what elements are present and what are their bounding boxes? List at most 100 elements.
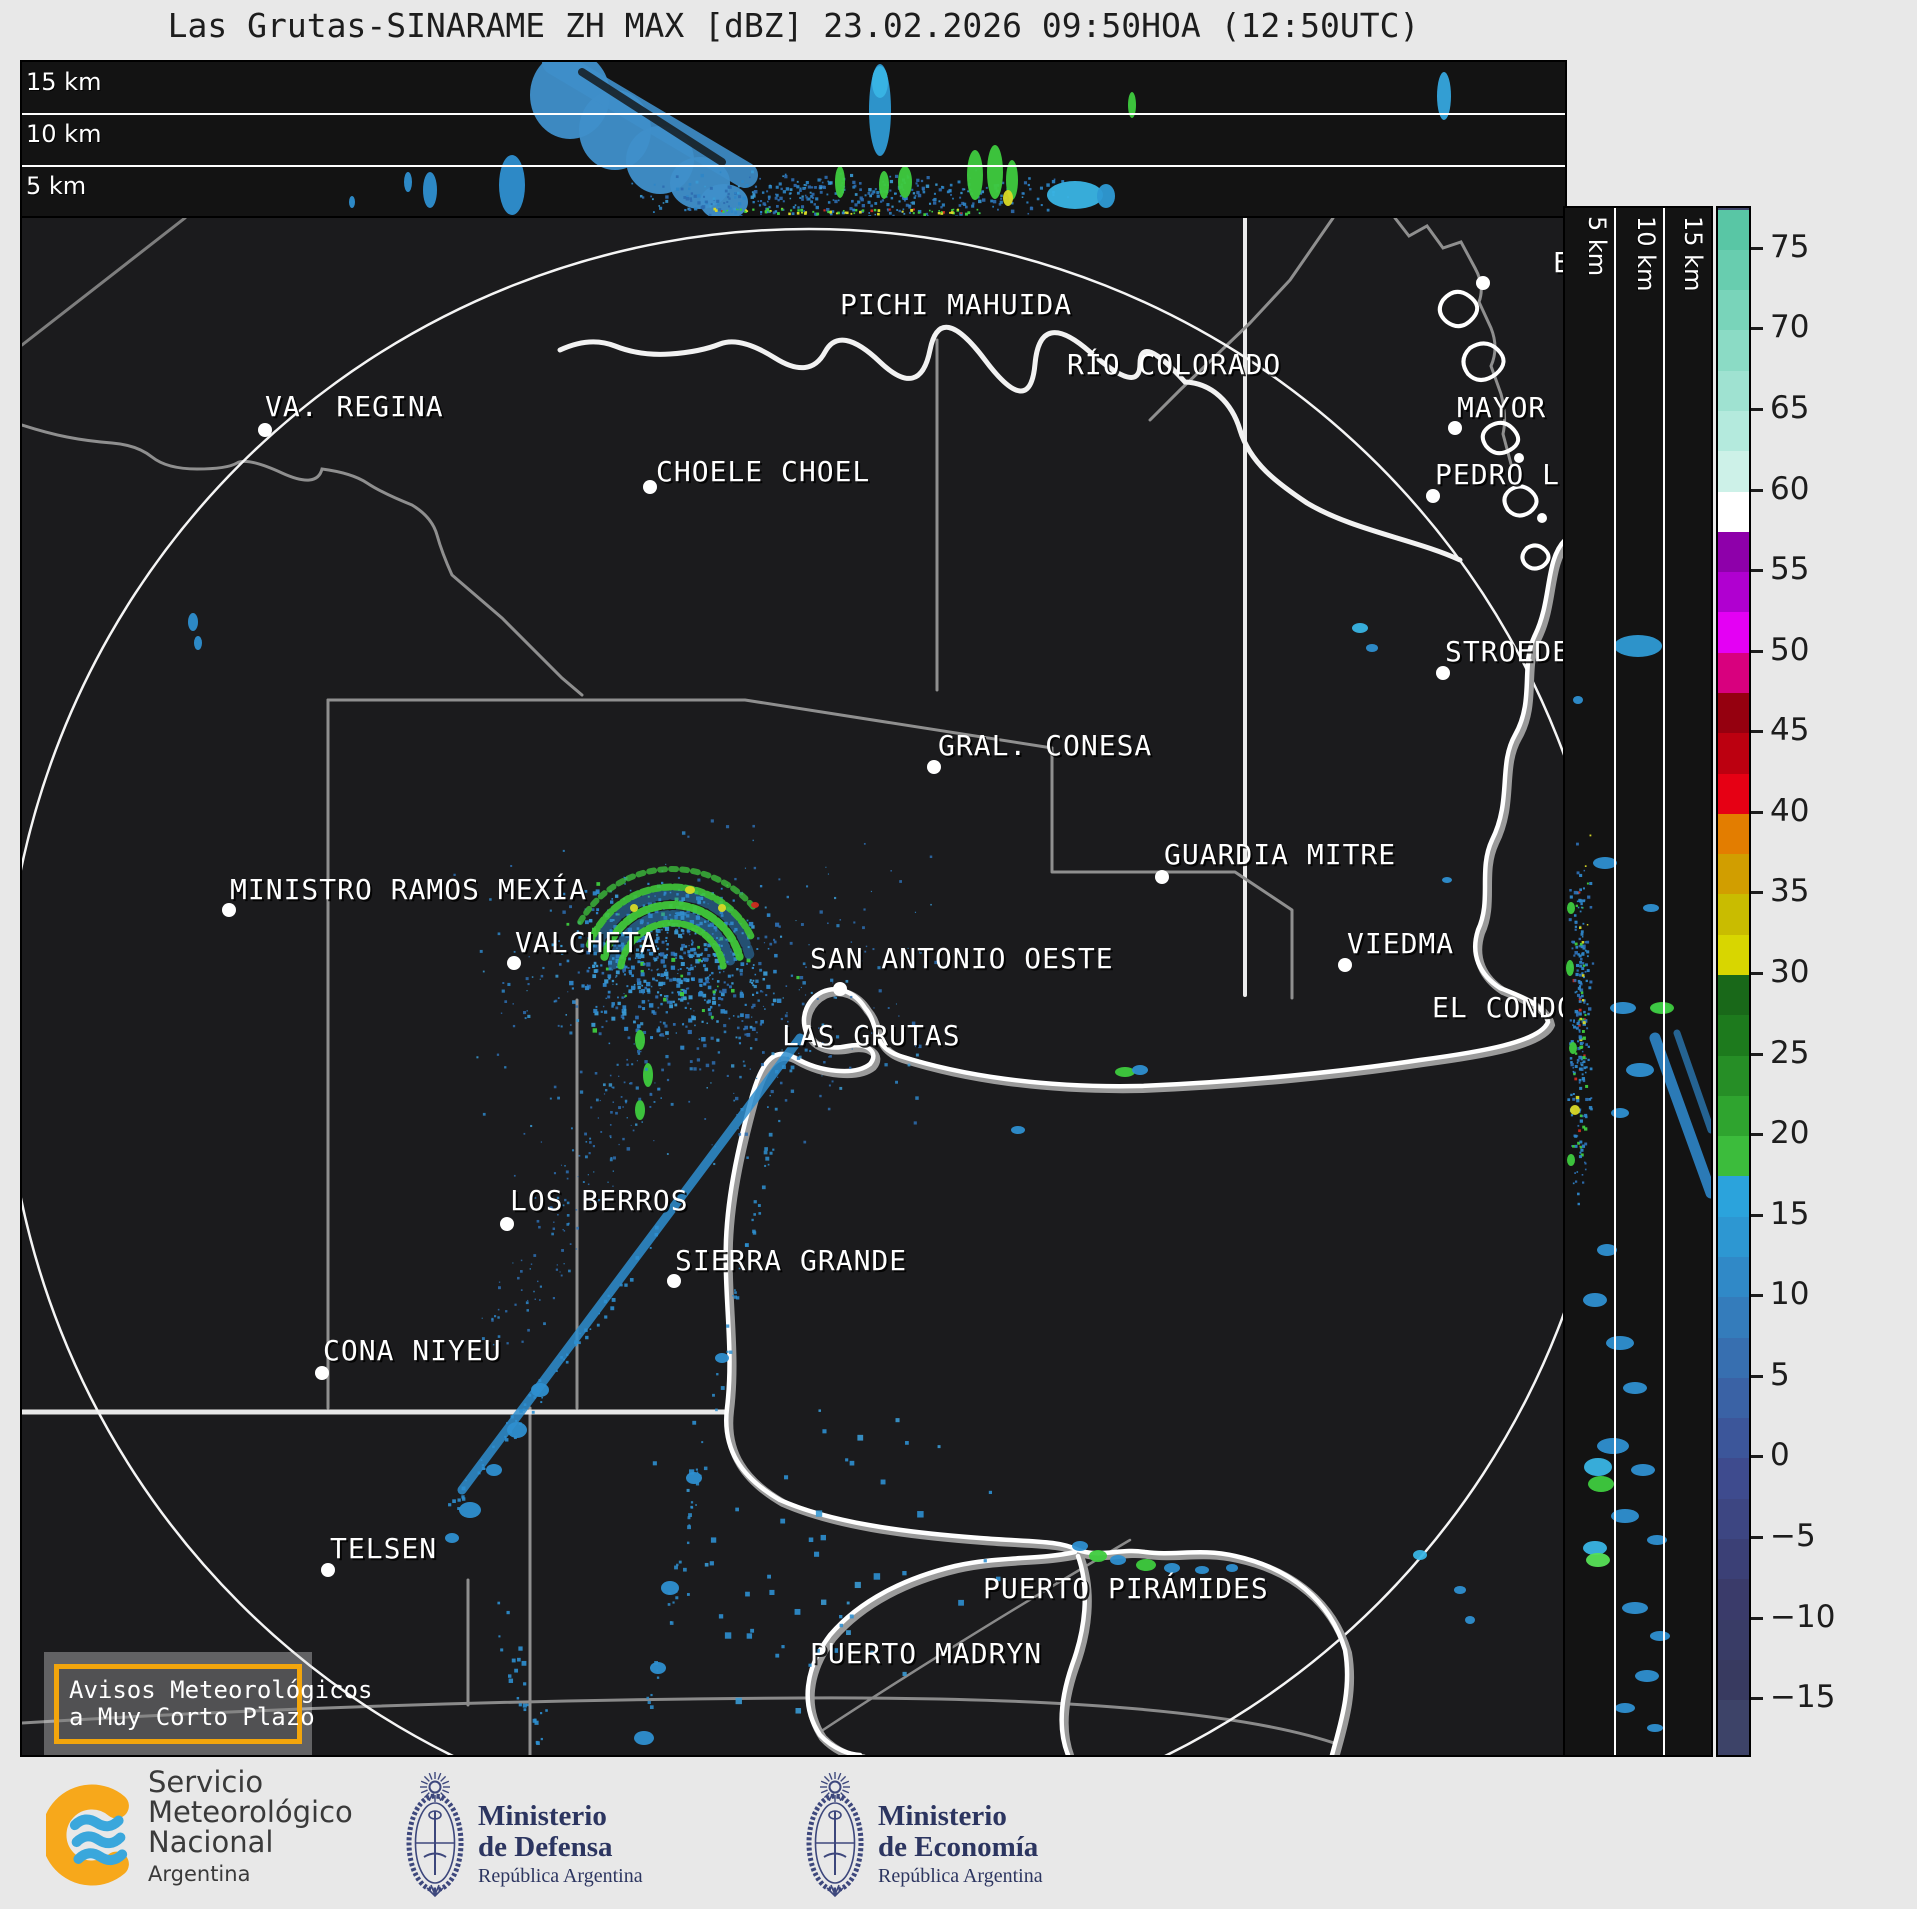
city-dot: [643, 480, 657, 494]
colorbar-tick-label: −5: [1770, 1518, 1816, 1555]
economia-line-1: Ministerio: [878, 1800, 1007, 1832]
city-dot: [1436, 666, 1450, 680]
colorbar-segment: [1718, 1216, 1749, 1259]
top-cross-section-echoes: [349, 62, 1451, 216]
colorbar-segment: [1718, 693, 1749, 735]
colorbar-segment: [1718, 1176, 1749, 1218]
colorbar-segment: [1718, 572, 1749, 614]
radar-echoes: [188, 613, 1475, 1746]
defensa-line-1: Ministerio: [478, 1800, 607, 1832]
colorbar-tick-label: 70: [1770, 309, 1810, 346]
advisory-box[interactable]: Avisos Meteorológicos a Muy Corto Plazo: [44, 1652, 372, 1755]
colorbar-tick-mark: [1751, 891, 1763, 895]
colorbar-segment: [1718, 652, 1749, 695]
colorbar-segment: [1718, 1659, 1749, 1702]
city-label: SAN ANTONIO OESTE: [810, 942, 1114, 975]
colorbar-tick-label: 35: [1770, 873, 1810, 910]
colorbar-tick-label: 0: [1770, 1437, 1790, 1474]
city-label: PUERTO MADRYN: [810, 1637, 1043, 1670]
altitude-label-15km: 15 km: [26, 68, 102, 96]
colorbar-segment: [1718, 1095, 1749, 1138]
colorbar-tick-label: 10: [1770, 1276, 1810, 1313]
colorbar-tick-label: 50: [1770, 631, 1810, 668]
altitude-label-5km: 5 km: [1583, 216, 1611, 277]
city-dot: [258, 423, 272, 437]
city-label: VIEDMA: [1347, 927, 1455, 960]
altitude-label-10km: 10 km: [26, 120, 102, 148]
colorbar-segment: [1718, 612, 1749, 654]
colorbar-tick-mark: [1751, 1213, 1763, 1217]
colorbar-tick-mark: [1751, 1616, 1763, 1620]
city-dot: [500, 1217, 514, 1231]
city-label: LAS GRUTAS: [782, 1019, 961, 1052]
colorbar-segment: [1718, 975, 1749, 1017]
colorbar-tick-mark: [1751, 1455, 1763, 1459]
coastline: [723, 276, 1565, 1755]
city-dot: [1426, 489, 1440, 503]
colorbar-tick-mark: [1751, 1374, 1763, 1378]
city-dot: [321, 1563, 335, 1577]
smn-sub: Argentina: [148, 1862, 251, 1886]
smn-waves-icon: [69, 1814, 128, 1866]
defensa-text: Ministerio de Defensa República Argentin…: [478, 1801, 643, 1889]
colorbar-tick-mark: [1751, 1133, 1763, 1137]
map-canvas: [22, 218, 1565, 1755]
colorbar-tick-label: 65: [1770, 390, 1810, 427]
colorbar-segment: [1718, 1257, 1749, 1299]
city-label: SIERRA GRANDE: [675, 1244, 908, 1277]
city-label: STROEDE: [1445, 635, 1567, 668]
colorbar-tick-mark: [1751, 408, 1763, 412]
radar-map: PICHI MAHUIDA RÍO COLORADO VA. REGINA CHOEL…: [20, 216, 1567, 1757]
city-label: MINISTRO RAMOS MEXÍA: [230, 873, 588, 906]
colorbar-segment: [1718, 1337, 1749, 1379]
colorbar-segment: [1718, 1377, 1749, 1420]
colorbar-segment: [1718, 1498, 1749, 1541]
city-dot: [507, 956, 521, 970]
city-dot: [927, 760, 941, 774]
colorbar-tick-label: 40: [1770, 792, 1810, 829]
right-cross-section-echoes: [1566, 635, 1711, 1732]
colorbar-tick-label: 30: [1770, 954, 1810, 991]
colorbar-segment: [1718, 209, 1749, 251]
colorbar-segment: [1718, 1619, 1749, 1661]
altitude-line-10km: [22, 113, 1565, 115]
colorbar-tick-mark: [1751, 1697, 1763, 1701]
colorbar-segment: [1718, 411, 1749, 453]
economia-line-3: República Argentina: [878, 1865, 1043, 1887]
defensa-line-2: de Defensa: [478, 1831, 613, 1863]
city-dot: [222, 903, 236, 917]
colorbar-tick-mark: [1751, 1294, 1763, 1298]
advisory-line-2: a Muy Corto Plazo: [69, 1703, 315, 1731]
city-label: TELSEN: [330, 1532, 438, 1565]
city-label: CHOELE CHOEL: [656, 455, 871, 488]
colorbar-tick-label: 5: [1770, 1356, 1790, 1393]
colorbar-tick-mark: [1751, 327, 1763, 331]
colorbar-segment: [1718, 1136, 1749, 1178]
colorbar-segment: [1718, 1539, 1749, 1581]
smn-text: Servicio Meteorológico Nacional Argentin…: [148, 1767, 353, 1889]
altitude-line-5km-vertical: [1614, 208, 1616, 1755]
altitude-line-5km: [22, 165, 1565, 167]
altitude-label-15km: 15 km: [1679, 216, 1707, 292]
colorbar-tick-mark: [1751, 1536, 1763, 1540]
colorbar-tick-label: 75: [1770, 228, 1810, 265]
colorbar-tick-mark: [1751, 488, 1763, 492]
colorbar-tick-label: −15: [1770, 1679, 1836, 1716]
defensa-line-3: República Argentina: [478, 1865, 643, 1887]
city-label: PEDRO L: [1435, 458, 1561, 491]
city-dot: [1338, 958, 1352, 972]
smn-ring-icon: [46, 1784, 129, 1886]
colorbar-tick-mark: [1751, 649, 1763, 653]
colorbar-segment: [1718, 531, 1749, 574]
colorbar-tick-mark: [1751, 1052, 1763, 1056]
colorbar-segment: [1718, 330, 1749, 372]
city-dot: [833, 982, 847, 996]
city-label: MAYOR: [1457, 391, 1547, 424]
colorbar-segment: [1718, 370, 1749, 413]
colorbar-segment: [1718, 813, 1749, 856]
dbz-colorbar: [1716, 206, 1751, 1757]
right-cross-section-panel: 5 km 10 km 15 km: [1563, 206, 1713, 1757]
colorbar-tick-label: 55: [1770, 551, 1810, 588]
colorbar-tick-label: 15: [1770, 1195, 1810, 1232]
page-title: Las Grutas-SINARAME ZH MAX [dBZ] 23.02.2…: [167, 6, 1420, 45]
